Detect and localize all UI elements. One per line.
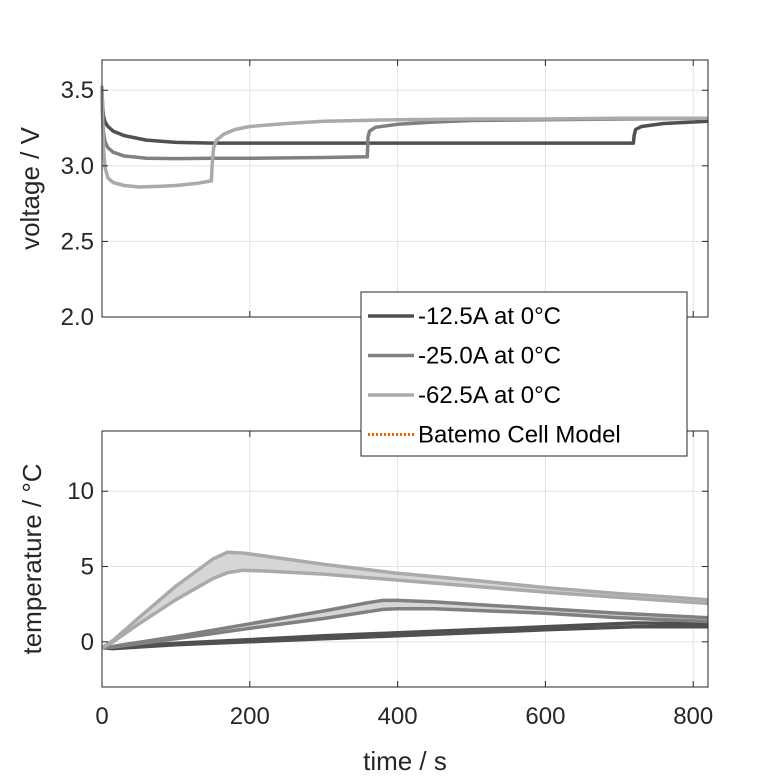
temperature-panel: 0 5 10 0 200 400 600 800 temperature / °C time …: [17, 430, 713, 776]
temperature-series-lower: [101, 568, 709, 650]
legend-entry: -12.5A at 0°C: [368, 303, 561, 330]
legend-entry: Batemo Cell Model: [368, 422, 621, 449]
legend-entry: -62.5A at 0°C: [368, 382, 561, 409]
voltage-ylabel: voltage / V: [15, 126, 45, 250]
voltage-ytick-label: 2.5: [61, 228, 94, 255]
temperature-series-upper: [101, 550, 709, 650]
time-xlabel: time / s: [363, 746, 447, 776]
voltage-ytick-label: 3.5: [61, 77, 94, 104]
voltage-ticks: 2.0 2.5 3.0 3.5: [61, 60, 708, 331]
voltage-ytick-label: 3.0: [61, 153, 94, 180]
temperature-ticks: 0 5 10 0 200 400 600 800: [67, 431, 713, 730]
voltage-series-line: [100, 90, 709, 145]
legend-box: [360, 291, 688, 457]
temperature-ytick-label: 10: [67, 478, 94, 505]
temperature-series: [101, 550, 709, 651]
legend-label: -62.5A at 0°C: [418, 382, 561, 409]
temperature-xtick-label: 800: [673, 703, 713, 730]
temperature-xtick-label: 200: [230, 703, 270, 730]
temperature-ytick-label: 5: [81, 554, 94, 581]
legend-entry: -25.0A at 0°C: [368, 343, 561, 370]
temperature-ylabel: temperature / °C: [17, 463, 47, 654]
voltage-series-line: [100, 85, 708, 189]
legend: -12.5A at 0°C -25.0A at 0°C -62.5A at 0°…: [360, 291, 688, 457]
legend-label: Batemo Cell Model: [418, 422, 621, 449]
temperature-series-lower: [101, 625, 708, 651]
temperature-xtick-label: 0: [95, 703, 108, 730]
voltage-ytick-label: 2.0: [61, 304, 94, 331]
voltage-series: [100, 85, 709, 189]
temperature-ytick-label: 0: [81, 629, 94, 656]
temperature-xtick-label: 600: [525, 703, 565, 730]
legend-label: -12.5A at 0°C: [418, 303, 561, 330]
temperature-series-lower: [101, 606, 709, 650]
temperature-xtick-label: 400: [378, 703, 418, 730]
voltage-panel: 2.0 2.5 3.0 3.5 voltage / V: [15, 59, 709, 331]
legend-label: -25.0A at 0°C: [418, 343, 561, 370]
temperature-series-upper: [101, 598, 709, 650]
voltage-series-line: [100, 96, 709, 161]
